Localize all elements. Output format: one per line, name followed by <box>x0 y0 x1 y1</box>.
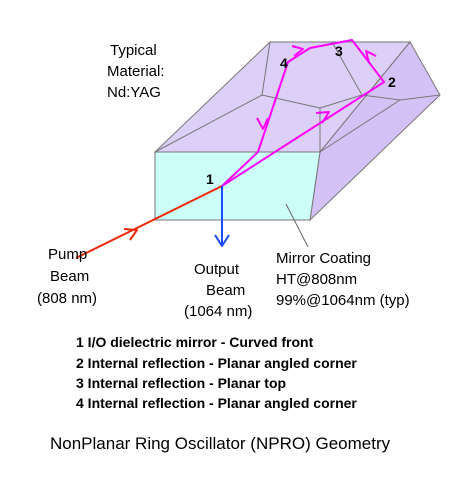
legend-item: 3 Internal reflection - Planar top <box>76 375 286 391</box>
point-4-label: 4 <box>280 55 288 71</box>
pump-label-line-3: (808 nm) <box>37 290 97 307</box>
legend-item: 4 Internal reflection - Planar angled co… <box>76 395 357 411</box>
material-line-1: Typical <box>110 42 157 59</box>
coating-label-line-3: 99%@1064nm (typ) <box>276 292 410 309</box>
ring-beam-path <box>221 39 385 187</box>
crystal-facet-edge <box>261 94 321 109</box>
crystal-facet-edge <box>319 99 401 153</box>
crystal-front-face <box>154 151 321 221</box>
point-2-label: 2 <box>388 74 396 90</box>
point-1-label: 1 <box>206 171 214 187</box>
crystal-facet-edge <box>361 94 401 101</box>
output-label-line-2: Beam <box>206 282 245 299</box>
coating-label-line-2: HT@808nm <box>276 271 357 288</box>
crystal-facet-edge <box>319 94 363 109</box>
pump-label-line-2: Beam <box>50 268 89 285</box>
pump-label-line-1: Pump <box>48 246 87 263</box>
output-label-line-3: (1064 nm) <box>184 303 252 320</box>
output-label-line-1: Output <box>194 261 240 278</box>
coating-label-line-1: Mirror Coating <box>276 250 371 267</box>
pump-beam-arrow-icon <box>123 228 138 241</box>
crystal-facet-edge <box>331 41 363 96</box>
ring-beam-arrow-icon <box>291 45 304 57</box>
crystal-facet-edge <box>399 94 441 101</box>
pump-beam-line <box>75 185 223 259</box>
legend-item: 1 I/O dielectric mirror - Curved front <box>76 334 314 350</box>
crystal-facet-edge <box>261 41 271 96</box>
ring-beam-arrow-icon <box>256 117 269 130</box>
diagram-caption: NonPlanar Ring Oscillator (NPRO) Geometr… <box>50 434 391 453</box>
material-line-3: Nd:YAG <box>107 84 161 101</box>
legend-item: 2 Internal reflection - Planar angled co… <box>76 355 357 371</box>
crystal-facet-edge <box>154 94 263 153</box>
material-line-2: Material: <box>107 63 165 80</box>
ring-beam-arrow-icon <box>315 111 330 124</box>
point-3-label: 3 <box>335 43 343 59</box>
ring-beam-arrow-icon <box>365 50 377 64</box>
coating-pointer-line <box>285 203 309 248</box>
output-beam-arrow-icon <box>214 234 230 247</box>
